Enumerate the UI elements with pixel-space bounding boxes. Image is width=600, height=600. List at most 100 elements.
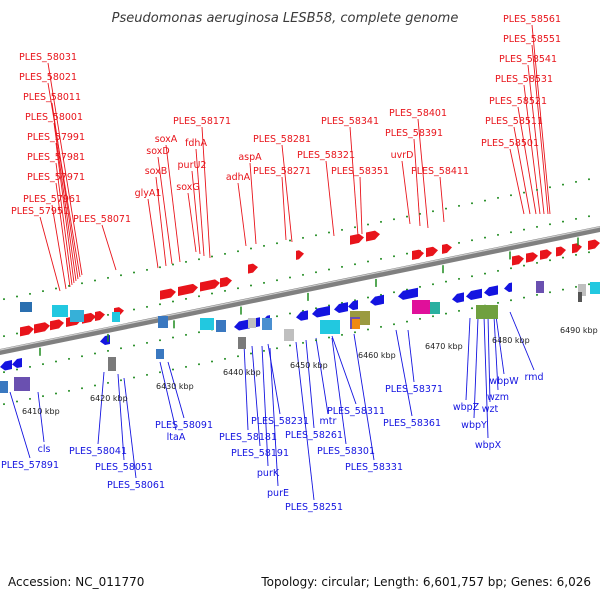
forward-gene-arrow <box>95 311 105 322</box>
forward-gene-label: PLES_58411 <box>411 166 469 177</box>
reverse-connector <box>261 345 269 467</box>
dots-reverse-outer <box>107 381 109 384</box>
dots-reverse-outer <box>588 283 590 286</box>
reverse-gene-arrow <box>234 319 250 331</box>
reverse-connector <box>473 317 479 419</box>
dots-forward-inner <box>198 295 200 298</box>
dots-forward-outer <box>289 239 291 242</box>
dots-forward-outer <box>458 204 460 207</box>
dots-reverse-outer <box>328 336 330 339</box>
dots-reverse-outer <box>523 296 525 299</box>
dots-forward-inner <box>341 265 343 268</box>
dots-reverse-outer <box>302 341 304 344</box>
kbp-tick-label: 6480 kbp <box>492 336 530 345</box>
reverse-connector <box>123 377 137 479</box>
dots-forward-outer <box>536 188 538 191</box>
forward-connector <box>191 170 201 255</box>
dots-forward-outer <box>497 196 499 199</box>
feature-box <box>216 320 226 332</box>
dots-reverse-inner <box>42 363 44 366</box>
dots-forward-inner <box>3 335 5 338</box>
dots-forward-inner <box>289 276 291 279</box>
forward-gene-label: uvrD <box>391 150 414 161</box>
dots-forward-outer <box>198 258 200 261</box>
reverse-connector <box>243 343 249 431</box>
reverse-connector <box>331 335 357 405</box>
reverse-gene-label: rmd <box>524 372 543 383</box>
dots-forward-inner <box>393 255 395 258</box>
feature-box <box>352 319 360 329</box>
reverse-connector <box>353 333 375 461</box>
kbp-tick-label: 6430 kbp <box>156 382 194 391</box>
reverse-gene-label: PLES_58261 <box>285 430 343 441</box>
dots-reverse-inner <box>562 256 564 259</box>
dots-forward-outer <box>328 231 330 234</box>
forward-gene-label: PLES_58391 <box>385 128 443 139</box>
dots-forward-outer <box>445 207 447 210</box>
forward-connector <box>155 176 167 267</box>
dots-reverse-outer <box>250 352 252 355</box>
dots-forward-inner <box>588 215 590 218</box>
feature-box <box>238 337 246 349</box>
forward-connector <box>195 148 205 257</box>
dots-forward-outer <box>575 180 577 183</box>
dots-reverse-outer <box>458 309 460 312</box>
reverse-gene-arrow <box>370 294 384 306</box>
dots-reverse-outer <box>393 323 395 326</box>
forward-gene-label: PLES_58171 <box>173 116 231 127</box>
dots-reverse-inner <box>588 251 590 254</box>
dots-reverse-outer <box>367 328 369 331</box>
forward-gene-arrow <box>526 252 538 263</box>
feature-box <box>430 302 440 314</box>
dots-reverse-inner <box>81 355 83 358</box>
dots-reverse-outer <box>575 285 577 288</box>
dots-forward-outer <box>250 247 252 250</box>
forward-connector <box>325 160 335 237</box>
feature-box <box>578 292 582 302</box>
backbone-highlight <box>0 226 600 351</box>
dots-forward-outer <box>393 218 395 221</box>
dots-forward-inner <box>367 260 369 263</box>
forward-connector <box>55 142 75 284</box>
forward-gene-label: soxG <box>176 182 199 193</box>
topology-text: Topology: circular; Length: 6,601,757 bp… <box>260 575 591 589</box>
dots-reverse-outer <box>29 397 31 400</box>
dots-reverse-outer <box>211 360 213 363</box>
forward-gene-arrow <box>572 243 582 254</box>
dots-reverse-inner <box>419 285 421 288</box>
feature-box <box>70 310 84 322</box>
feature-box <box>284 329 294 341</box>
forward-gene-arrow <box>412 249 424 261</box>
forward-connector <box>157 156 173 265</box>
reverse-gene-arrow <box>312 305 330 318</box>
dots-forward-inner <box>380 257 382 260</box>
forward-connector <box>201 126 211 259</box>
dots-reverse-inner <box>367 296 369 299</box>
reverse-connector <box>495 315 505 375</box>
dots-forward-outer <box>354 226 356 229</box>
forward-gene-label: adhA <box>226 172 251 183</box>
kbp-tick-label: 6410 kbp <box>22 407 60 416</box>
kbp-tick-label: 6460 kbp <box>358 351 396 360</box>
forward-gene-arrow <box>160 288 176 300</box>
forward-gene-label: PLES_58561 <box>503 14 561 25</box>
forward-connector <box>53 122 77 282</box>
reverse-gene-label: wbpY <box>461 420 487 431</box>
forward-gene-arrow <box>82 312 96 324</box>
reverse-gene-arrow <box>398 287 418 300</box>
forward-gene-label: purU2 <box>178 160 207 171</box>
dots-reverse-inner <box>133 344 135 347</box>
dots-forward-inner <box>510 231 512 234</box>
forward-connector <box>51 102 79 280</box>
dots-reverse-inner <box>146 341 148 344</box>
forward-gene-arrow <box>248 263 258 274</box>
dots-forward-inner <box>536 225 538 228</box>
dots-forward-inner <box>354 263 356 266</box>
reverse-gene-label: PLES_58311 <box>327 406 385 417</box>
dots-forward-outer <box>81 282 83 285</box>
reverse-gene-label: PLES_58191 <box>231 448 289 459</box>
dots-reverse-outer <box>315 339 317 342</box>
forward-gene-label: PLES_58501 <box>481 138 539 149</box>
forward-connector <box>39 216 61 292</box>
